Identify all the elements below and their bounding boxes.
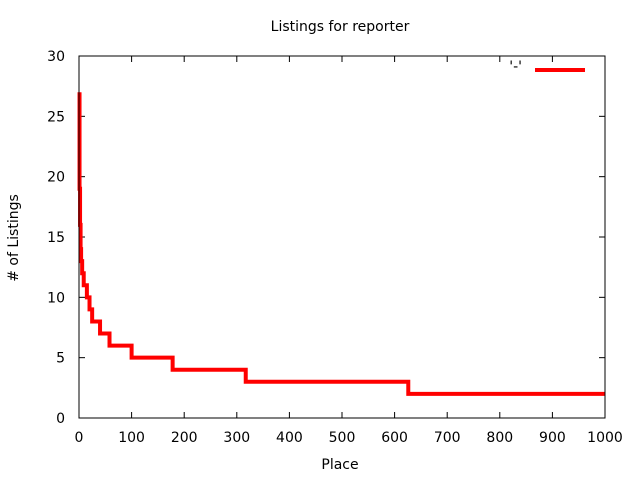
y-tick-label: 20	[47, 170, 65, 186]
x-tick-label: 1000	[587, 430, 623, 446]
x-tick-label: 700	[434, 430, 461, 446]
ticks: 0 100 200 300 400 500 600 700 800 900 1000 0 5 10 15 20…	[47, 49, 623, 446]
series-group	[77, 92, 605, 396]
y-tick-label: 25	[47, 109, 65, 125]
legend: '-'	[509, 59, 585, 75]
y-tick-label: 5	[56, 351, 65, 367]
x-axis-label: Place	[321, 457, 358, 473]
x-tick-label: 800	[486, 430, 513, 446]
x-tick-label: 0	[75, 430, 84, 446]
y-tick-label: 10	[47, 290, 65, 306]
y-tick-label: 0	[56, 411, 65, 427]
plot-frame	[78, 55, 606, 419]
series-layer	[77, 92, 605, 396]
x-tick-label: 300	[223, 430, 250, 446]
x-tick-label: 600	[381, 430, 408, 446]
x-tick-label: 900	[539, 430, 566, 446]
chart-title: Listings for reporter	[271, 19, 410, 35]
legend-label: '-'	[509, 59, 522, 75]
y-tick-label: 15	[47, 230, 65, 246]
y-tick-label: 30	[47, 49, 65, 65]
x-tick-label: 200	[171, 430, 198, 446]
series-line	[77, 92, 605, 396]
x-tick-label: 500	[329, 430, 356, 446]
x-tick-label: 400	[276, 430, 303, 446]
x-tick-label: 100	[118, 430, 145, 446]
y-axis-label: # of Listings	[6, 194, 22, 282]
